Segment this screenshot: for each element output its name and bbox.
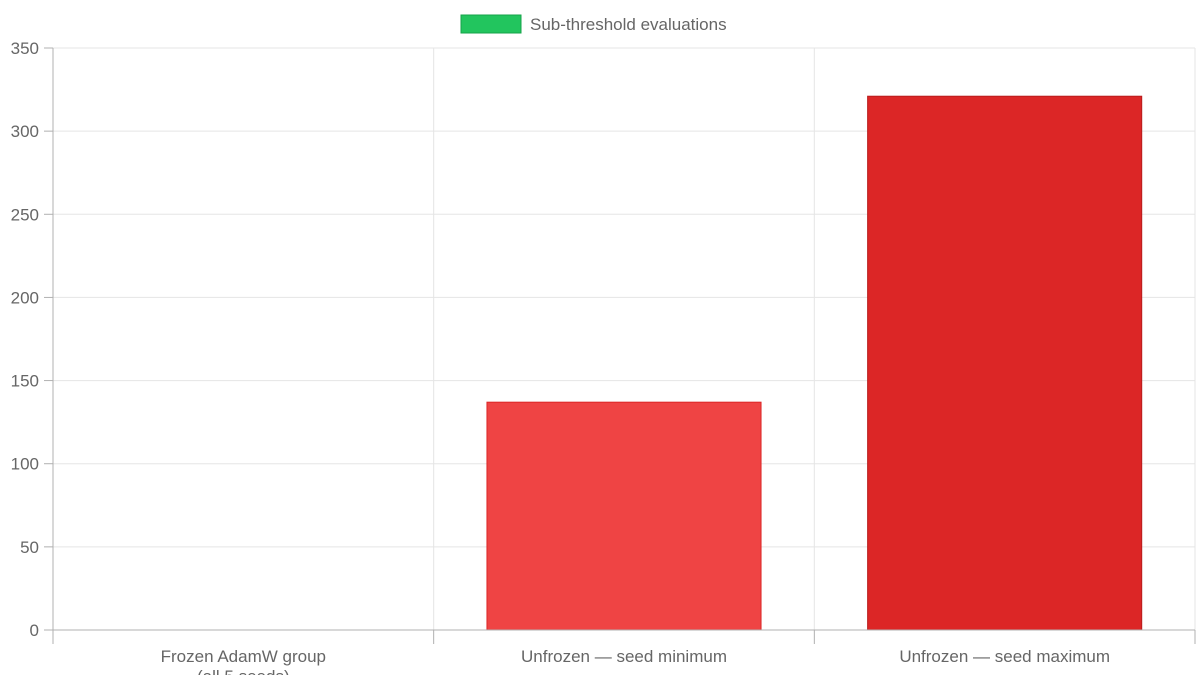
- y-tick-label: 50: [20, 538, 39, 557]
- x-tick-label: Unfrozen — seed maximum: [899, 647, 1110, 666]
- y-tick-label: 200: [11, 288, 39, 307]
- y-tick-label: 350: [11, 39, 39, 58]
- x-tick-label: Frozen AdamW group: [161, 647, 326, 666]
- y-tick-label: 300: [11, 122, 39, 141]
- y-tick-label: 0: [30, 621, 39, 640]
- y-tick-label: 100: [11, 455, 39, 474]
- x-tick-label: (all 5 seeds): [197, 667, 290, 675]
- grid: [53, 47, 1196, 630]
- y-tick-labels: 0 50 100 150 200 250 300 350: [11, 39, 39, 640]
- legend-label[interactable]: Sub-threshold evaluations: [530, 15, 727, 34]
- x-tick-label: Unfrozen — seed minimum: [521, 647, 727, 666]
- bar[interactable]: [486, 401, 762, 631]
- legend-swatch[interactable]: [460, 14, 522, 34]
- x-tick-labels: Frozen AdamW group(all 5 seeds) Unfrozen …: [161, 647, 1110, 675]
- y-tick-label: 150: [11, 372, 39, 391]
- axes: [44, 47, 1196, 644]
- y-tick-label: 250: [11, 205, 39, 224]
- bars: [486, 95, 1143, 631]
- legend[interactable]: Sub-threshold evaluations: [460, 14, 727, 34]
- bar[interactable]: [867, 95, 1143, 631]
